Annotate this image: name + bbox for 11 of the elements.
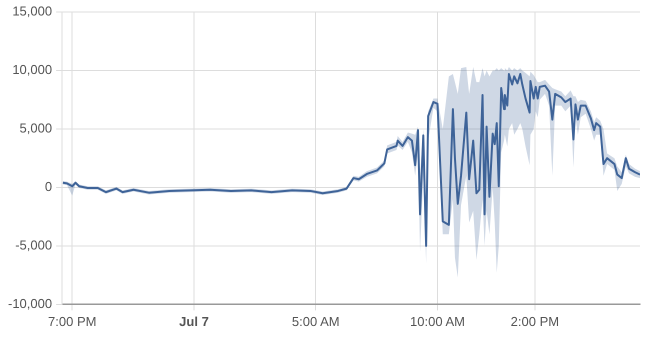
- y-tick-label: 5,000: [20, 120, 52, 136]
- x-tick-label: Jul 7: [179, 314, 209, 329]
- x-tick-label: 10:00 AM: [410, 314, 465, 329]
- y-tick-label: 0: [44, 179, 52, 194]
- y-tick-label: 15,000: [12, 4, 52, 19]
- x-tick-label: 2:00 PM: [510, 314, 560, 329]
- y-tick-label: -5,000: [15, 238, 52, 252]
- y-tick-label: 10,000: [12, 62, 52, 78]
- y-tick-label: -10,000: [8, 296, 52, 311]
- x-tick-label: 5:00 AM: [292, 314, 340, 329]
- x-tick-label: 7:00 PM: [48, 314, 96, 329]
